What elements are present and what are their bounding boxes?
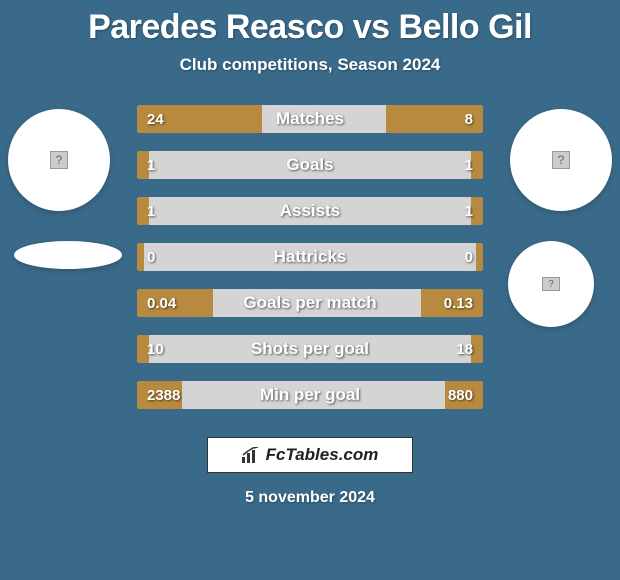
stat-bars: Matches248Goals11Assists11Hattricks00Goa… (137, 105, 483, 409)
bar-value-right: 18 (456, 335, 473, 363)
bar-label: Goals per match (137, 289, 483, 317)
bar-value-left: 1 (147, 197, 155, 225)
bar-value-right: 1 (465, 197, 473, 225)
bar-label: Hattricks (137, 243, 483, 271)
stat-bar-row: Goals1 1 (137, 151, 483, 179)
flag-badge-right: ? (508, 241, 594, 327)
placeholder-icon: ? (50, 151, 68, 169)
subtitle: Club competitions, Season 2024 (0, 55, 620, 75)
date-text: 5 november 2024 (0, 489, 620, 507)
stat-bar-row: Goals per match0.04 0.13 (137, 289, 483, 317)
player-avatar-right: ? (510, 109, 612, 211)
bar-value-right: 8 (465, 105, 473, 133)
stat-bar-row: Shots per goal10 18 (137, 335, 483, 363)
stats-area: ? ? ? Matches248Goals11Assists11Hattrick… (0, 105, 620, 409)
bar-value-left: 0.04 (147, 289, 176, 317)
bar-label: Min per goal (137, 381, 483, 409)
stat-bar-row: Matches24 8 (137, 105, 483, 133)
bar-value-left: 0 (147, 243, 155, 271)
bar-label: Matches (137, 105, 483, 133)
bar-label: Goals (137, 151, 483, 179)
page-title: Paredes Reasco vs Bello Gil (0, 8, 620, 47)
stat-bar-row: Assists1 1 (137, 197, 483, 225)
bar-value-left: 10 (147, 335, 164, 363)
placeholder-icon: ? (552, 151, 570, 169)
player-avatar-left: ? (8, 109, 110, 211)
bar-value-left: 2388 (147, 381, 180, 409)
stat-bar-row: Min per goal2388 880 (137, 381, 483, 409)
flag-badge-left (14, 241, 122, 269)
stat-bar-row: Hattricks0 0 (137, 243, 483, 271)
bar-value-right: 1 (465, 151, 473, 179)
infographic-container: Paredes Reasco vs Bello Gil Club competi… (0, 0, 620, 580)
bar-value-right: 0.13 (444, 289, 473, 317)
footer-logo: FcTables.com (207, 437, 413, 473)
bar-value-left: 1 (147, 151, 155, 179)
placeholder-icon: ? (542, 277, 560, 291)
footer-logo-text: FcTables.com (266, 445, 379, 465)
bar-value-right: 880 (448, 381, 473, 409)
bar-label: Assists (137, 197, 483, 225)
bar-value-left: 24 (147, 105, 164, 133)
chart-icon (242, 447, 262, 463)
bar-label: Shots per goal (137, 335, 483, 363)
bar-value-right: 0 (465, 243, 473, 271)
